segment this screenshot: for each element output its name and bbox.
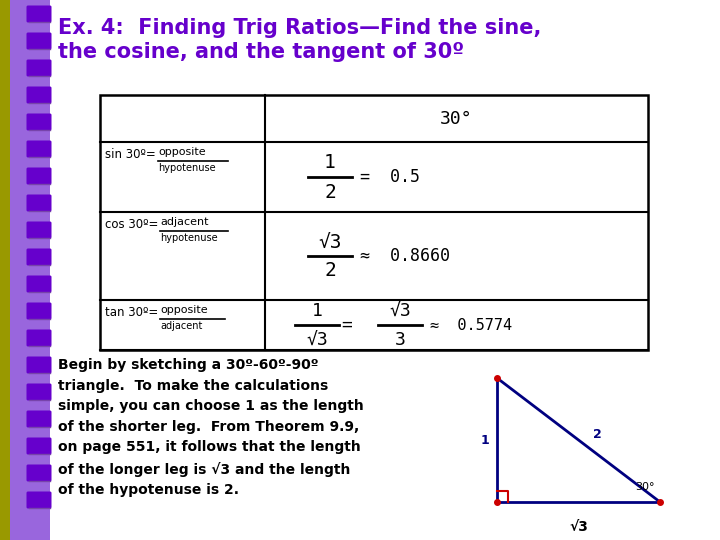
FancyBboxPatch shape: [27, 410, 52, 428]
Text: adjacent: adjacent: [160, 217, 209, 227]
Text: 1: 1: [480, 434, 489, 447]
FancyBboxPatch shape: [27, 329, 52, 347]
Text: 1: 1: [324, 153, 336, 172]
Text: 2: 2: [324, 261, 336, 280]
Text: =  0.5: = 0.5: [360, 168, 420, 186]
Text: the cosine, and the tangent of 30º: the cosine, and the tangent of 30º: [58, 42, 464, 62]
FancyBboxPatch shape: [27, 302, 52, 320]
Text: √3: √3: [569, 520, 588, 534]
Text: 1: 1: [312, 302, 323, 320]
FancyBboxPatch shape: [27, 356, 52, 374]
FancyBboxPatch shape: [27, 5, 52, 23]
Text: Ex. 4:  Finding Trig Ratios—Find the sine,: Ex. 4: Finding Trig Ratios—Find the sine…: [58, 18, 541, 38]
FancyBboxPatch shape: [27, 464, 52, 482]
Text: hypotenuse: hypotenuse: [160, 233, 217, 243]
Text: 2: 2: [593, 429, 602, 442]
FancyBboxPatch shape: [27, 248, 52, 266]
Text: 30°: 30°: [440, 110, 473, 127]
Text: √3: √3: [318, 233, 342, 252]
FancyBboxPatch shape: [27, 59, 52, 77]
Text: opposite: opposite: [158, 147, 206, 157]
Text: ≈  0.8660: ≈ 0.8660: [360, 247, 450, 265]
FancyBboxPatch shape: [27, 194, 52, 212]
Text: √3: √3: [389, 302, 411, 320]
Text: 30°: 30°: [636, 482, 655, 492]
FancyBboxPatch shape: [27, 32, 52, 50]
FancyBboxPatch shape: [27, 86, 52, 104]
Text: √3: √3: [306, 331, 328, 349]
FancyBboxPatch shape: [27, 140, 52, 158]
Text: Begin by sketching a 30º-60º-90º
triangle.  To make the calculations
simple, you: Begin by sketching a 30º-60º-90º triangl…: [58, 358, 364, 497]
Text: 3: 3: [395, 331, 405, 349]
Bar: [0, 0, 50, 540]
FancyBboxPatch shape: [27, 491, 52, 509]
Text: hypotenuse: hypotenuse: [158, 163, 215, 173]
Bar: [0, 0, 10, 540]
Text: 2: 2: [324, 183, 336, 201]
Text: ≈  0.5774: ≈ 0.5774: [430, 318, 512, 333]
FancyBboxPatch shape: [27, 221, 52, 239]
Text: =: =: [341, 316, 352, 334]
FancyBboxPatch shape: [27, 275, 52, 293]
Text: adjacent: adjacent: [160, 321, 202, 331]
Text: sin 30º=: sin 30º=: [105, 148, 156, 161]
FancyBboxPatch shape: [27, 437, 52, 455]
Text: tan 30º=: tan 30º=: [105, 306, 158, 319]
FancyBboxPatch shape: [27, 167, 52, 185]
Bar: [100, 95, 648, 350]
Text: opposite: opposite: [160, 305, 207, 315]
FancyBboxPatch shape: [27, 383, 52, 401]
Text: cos 30º=: cos 30º=: [105, 218, 158, 231]
FancyBboxPatch shape: [27, 113, 52, 131]
